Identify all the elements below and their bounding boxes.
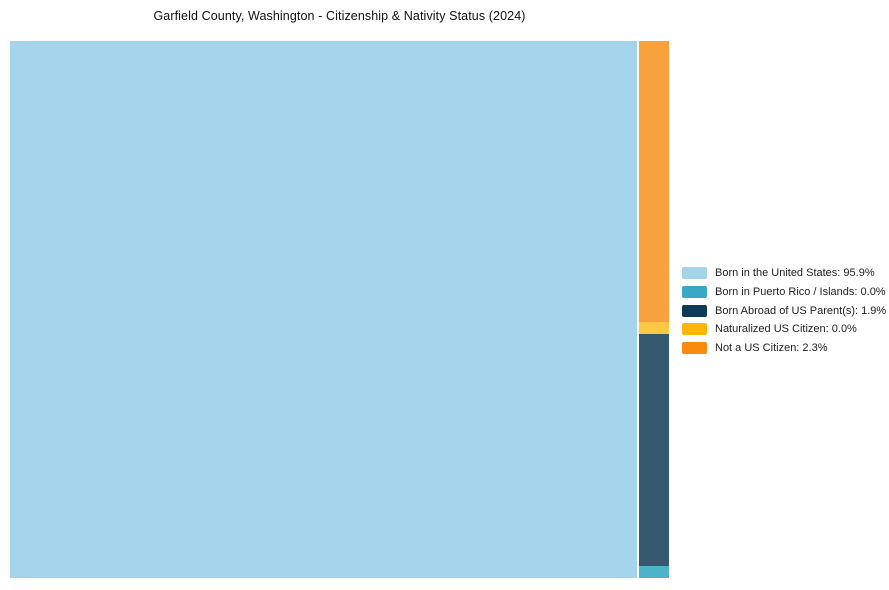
legend-label-not-a-us-citizen: Not a US Citizen: 2.3% [715,342,828,355]
treemap-rect-born-abroad [639,334,669,566]
legend-label-naturalized-citizen: Naturalized US Citizen: 0.0% [715,323,857,336]
legend-swatch-born-in-us [682,267,707,279]
chart-title: Garfield County, Washington - Citizenshi… [153,9,526,23]
legend-item-naturalized-citizen: Naturalized US Citizen: 0.0% [682,323,886,336]
legend-item-born-in-us: Born in the United States: 95.9% [682,267,886,279]
legend-label-born-abroad: Born Abroad of US Parent(s): 1.9% [715,304,887,317]
legend-label-puerto-rico: Born in Puerto Rico / Islands: 0.0% [715,285,886,298]
chart-legend: Born in the United States: 95.9% Born in… [682,267,887,355]
legend-label-born-in-us: Born in the United States: 95.9% [715,267,875,279]
legend-item-puerto-rico: Born in Puerto Rico / Islands: 0.0% [682,285,886,298]
legend-swatch-not-a-us-citizen [682,342,707,355]
treemap-rect-born-in-us [10,41,637,578]
treemap-plot-area [10,41,669,578]
treemap-rect-naturalized-citizen [639,322,669,334]
legend-swatch-naturalized-citizen [682,323,707,336]
legend-swatch-born-abroad [682,304,707,317]
legend-item-born-abroad: Born Abroad of US Parent(s): 1.9% [682,304,887,317]
legend-item-not-a-us-citizen: Not a US Citizen: 2.3% [682,342,886,355]
legend-swatch-puerto-rico [682,285,707,298]
treemap-rect-puerto-rico [639,566,669,578]
treemap-rect-not-a-us-citizen [639,41,669,322]
